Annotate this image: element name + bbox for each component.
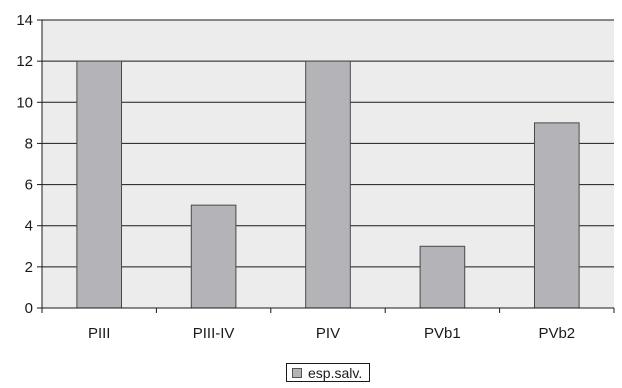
x-axis-ticks: PIII PIII-IV PIV PVb1 PVb2 bbox=[41, 308, 615, 342]
y-tick-label: 0 bbox=[25, 300, 33, 317]
y-tick-label: 8 bbox=[25, 135, 33, 152]
y-axis-ticks: 0 2 4 6 8 10 12 14 bbox=[16, 12, 42, 317]
x-tick-label: PIII-IV bbox=[193, 325, 235, 342]
x-tick-label: PVb2 bbox=[538, 325, 575, 342]
y-tick-label: 10 bbox=[16, 94, 33, 111]
bar-piii bbox=[76, 60, 123, 309]
x-tick-label: PVb1 bbox=[424, 325, 461, 342]
bar-pvb1 bbox=[419, 245, 466, 309]
y-tick-label: 6 bbox=[25, 177, 33, 194]
legend: esp.salv. bbox=[286, 363, 371, 382]
bar-piv bbox=[305, 60, 351, 309]
x-tick-label: PIII bbox=[88, 325, 111, 342]
bar-pvb2 bbox=[533, 122, 580, 309]
y-tick-label: 12 bbox=[16, 53, 33, 70]
legend-label-esp-salv: esp.salv. bbox=[308, 364, 363, 381]
y-tick-label: 14 bbox=[16, 12, 33, 29]
bar-piii-iv bbox=[190, 204, 237, 309]
y-tick-label: 4 bbox=[25, 218, 33, 235]
bars bbox=[76, 60, 580, 309]
y-tick-label: 2 bbox=[25, 259, 33, 276]
legend-swatch bbox=[292, 367, 302, 378]
x-tick-label: PIV bbox=[316, 325, 340, 342]
